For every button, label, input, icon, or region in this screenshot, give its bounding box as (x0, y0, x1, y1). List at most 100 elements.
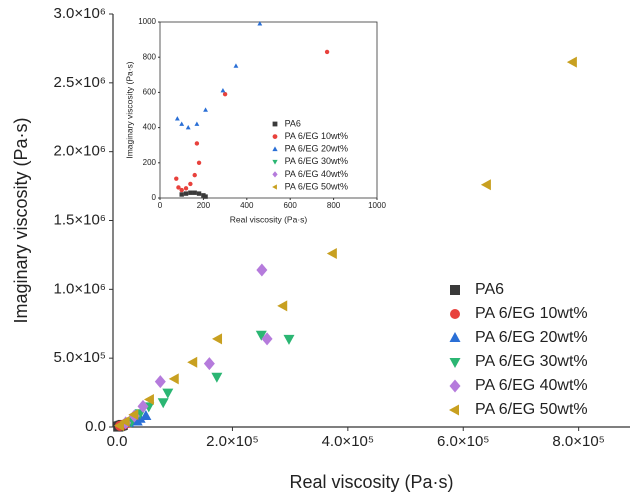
y-tick-label: 0 (152, 193, 157, 202)
y-tick-label: 2.5×10⁶ (54, 74, 106, 91)
legend-label: PA 6/EG 40wt% (285, 169, 348, 179)
point (203, 357, 215, 371)
point (192, 190, 197, 195)
point (196, 191, 202, 196)
point (261, 332, 273, 346)
point (283, 334, 295, 345)
point (154, 375, 166, 389)
point (179, 121, 185, 126)
y-tick-label: 0.0 (85, 418, 106, 435)
point (188, 181, 193, 187)
legend-label: PA 6/EG 30wt% (475, 353, 588, 370)
point (566, 56, 577, 68)
point (188, 190, 193, 195)
point (119, 415, 130, 427)
legend-label: PA 6/EG 50wt% (475, 401, 588, 418)
legend-marker (449, 379, 461, 393)
point (183, 186, 189, 191)
legend-marker (272, 146, 278, 152)
point (194, 121, 200, 126)
legend-label: PA6 (285, 118, 301, 128)
legend-label: PA 6/EG 50wt% (285, 181, 348, 191)
point (179, 192, 184, 197)
legend-label: PA 6/EG 10wt% (285, 131, 348, 141)
point (196, 160, 202, 165)
y-tick-label: 1.5×10⁶ (54, 211, 106, 228)
point (222, 91, 228, 97)
point (157, 398, 169, 409)
point (194, 141, 200, 146)
point (255, 330, 267, 341)
x-tick-label: 400 (240, 201, 254, 210)
point (220, 88, 226, 93)
point (212, 333, 223, 345)
legend-marker (449, 332, 461, 342)
point (174, 116, 180, 121)
x-tick-label: 1000 (368, 201, 386, 210)
point (179, 187, 184, 193)
point (233, 63, 239, 68)
y-tick-label: 1000 (138, 17, 156, 26)
y-tick-label: 5.0×10⁵ (53, 349, 106, 366)
x-axis-label: Real viscosity (Pa·s) (289, 472, 453, 492)
legend-label: PA 6/EG 20wt% (285, 144, 348, 154)
y-tick-label: 800 (143, 52, 157, 61)
legend-marker (449, 404, 459, 416)
y-tick-label: 3.0×10⁶ (54, 5, 106, 22)
point (176, 185, 181, 190)
point (143, 393, 154, 405)
x-tick-label: 0.0 (107, 433, 128, 450)
x-tick-label: 2.0×10⁵ (206, 433, 259, 450)
x-tick-label: 4.0×10⁵ (322, 433, 375, 450)
x-tick-label: 800 (327, 201, 341, 210)
point (137, 399, 149, 413)
inset-background (125, 10, 387, 228)
y-axis-label: Imaginary viscosity (Pa·s) (124, 61, 134, 158)
point (257, 21, 263, 26)
x-axis-label: Real viscosity (Pa·s) (230, 214, 308, 224)
plot-frame (159, 21, 378, 199)
legend-label: PA 6/EG 30wt% (285, 156, 348, 166)
legend-marker (449, 358, 461, 368)
legend-marker (450, 285, 460, 295)
point (187, 356, 198, 368)
point (113, 420, 124, 432)
point (203, 107, 208, 112)
point (480, 179, 491, 191)
point (185, 124, 191, 130)
point (128, 409, 139, 421)
x-tick-label: 8.0×10⁵ (552, 433, 605, 450)
point (183, 191, 189, 196)
x-tick-label: 600 (284, 201, 298, 210)
y-tick-label: 400 (143, 123, 157, 132)
legend-marker (450, 309, 460, 319)
legend-label: PA 6/EG 20wt% (475, 329, 588, 346)
point (174, 176, 179, 181)
point (256, 263, 268, 277)
point (277, 300, 288, 312)
point (168, 373, 179, 385)
point (162, 388, 174, 399)
x-tick-label: 200 (197, 201, 211, 210)
x-tick-label: 0 (158, 201, 163, 210)
point (140, 409, 152, 420)
point (203, 194, 208, 199)
legend-label: PA6 (475, 281, 504, 298)
y-tick-label: 1.0×10⁶ (54, 280, 106, 297)
point (211, 372, 223, 383)
legend-marker (272, 121, 278, 127)
legend-marker (272, 159, 278, 165)
y-tick-label: 2.0×10⁶ (54, 143, 106, 160)
y-tick-label: 600 (143, 88, 157, 97)
point (192, 172, 197, 178)
point (324, 49, 330, 55)
legend-marker (272, 184, 277, 190)
legend-marker (272, 171, 278, 178)
point (326, 248, 337, 260)
y-axis-label: Imaginary viscosity (Pa·s) (11, 117, 31, 323)
y-tick-label: 200 (143, 158, 157, 167)
legend-label: PA 6/EG 10wt% (475, 305, 588, 322)
legend-marker (272, 134, 278, 140)
x-tick-label: 6.0×10⁵ (437, 433, 490, 450)
